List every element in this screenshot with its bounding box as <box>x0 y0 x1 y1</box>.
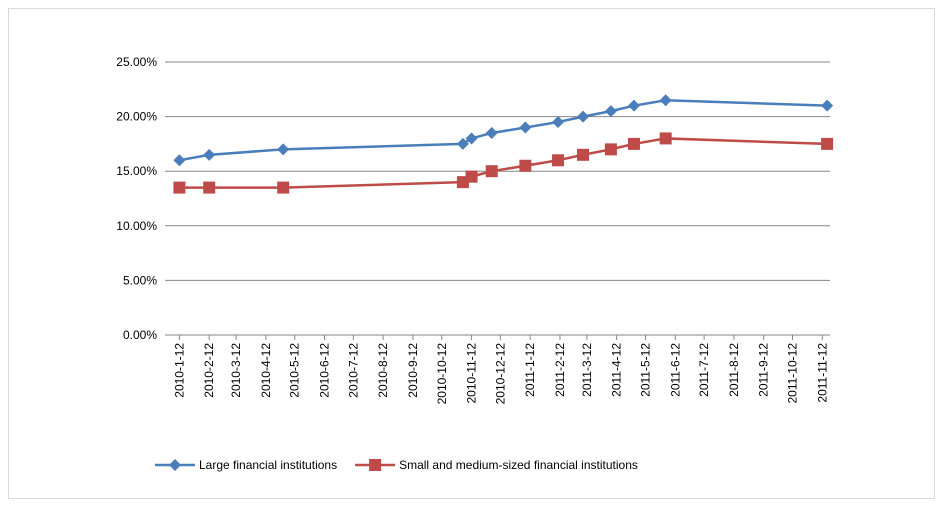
x-tick-label: 2010-10-12 <box>435 343 449 405</box>
point <box>519 121 532 134</box>
point <box>465 132 478 145</box>
point <box>604 143 617 156</box>
point <box>173 181 186 194</box>
x-tick-label: 2010-6-12 <box>318 343 332 398</box>
point <box>577 110 590 123</box>
point <box>485 165 498 178</box>
x-tick-label: 2011-11-12 <box>815 343 829 403</box>
x-tick-label: 2010-4-12 <box>259 343 273 398</box>
x-tick-label: 2011-2-12 <box>553 343 567 397</box>
point <box>821 137 834 150</box>
point <box>277 181 290 194</box>
x-tick-label: 2011-8-12 <box>727 343 741 397</box>
point <box>277 143 290 156</box>
point <box>577 148 590 161</box>
legend-label: Small and medium-sized financial institu… <box>399 458 638 472</box>
point <box>659 94 672 107</box>
point <box>821 99 834 112</box>
point <box>173 154 186 167</box>
x-tick-label: 2011-6-12 <box>668 343 682 397</box>
y-tick-label: 20.00% <box>116 110 157 124</box>
point <box>659 132 672 145</box>
x-tick-label: 2010-11-12 <box>465 343 479 404</box>
legend-marker <box>169 459 181 471</box>
y-tick-label: 10.00% <box>116 219 157 233</box>
point <box>519 159 532 172</box>
legend-label: Large financial institutions <box>199 458 337 472</box>
y-tick-label: 5.00% <box>123 273 157 287</box>
chart-frame <box>8 8 935 499</box>
x-tick-label: 2010-12-12 <box>493 343 507 405</box>
y-tick-label: 25.00% <box>116 55 157 69</box>
point <box>465 170 478 183</box>
x-tick-label: 2010-5-12 <box>288 343 302 398</box>
point <box>203 181 216 194</box>
point <box>627 99 640 112</box>
x-tick-label: 2011-4-12 <box>610 343 624 397</box>
x-tick-label: 2011-10-12 <box>786 343 800 404</box>
legend-marker <box>369 459 382 471</box>
x-tick-label: 2011-1-12 <box>523 343 537 397</box>
point <box>604 105 617 118</box>
point <box>627 137 640 150</box>
x-tick-label: 2010-7-12 <box>346 343 360 398</box>
point <box>456 137 469 150</box>
y-tick-label: 0.00% <box>123 328 157 342</box>
y-tick-label: 15.00% <box>116 164 157 178</box>
point <box>552 116 565 129</box>
x-tick-label: 2011-7-12 <box>697 343 711 397</box>
x-tick-label: 2011-9-12 <box>757 343 771 397</box>
point <box>552 154 565 167</box>
point <box>485 126 498 139</box>
x-tick-label: 2010-8-12 <box>376 343 390 398</box>
x-tick-label: 2010-9-12 <box>406 343 420 398</box>
x-tick-label: 2010-3-12 <box>229 343 243 398</box>
x-tick-label: 2010-1-12 <box>172 343 186 398</box>
x-tick-label: 2011-3-12 <box>580 343 594 397</box>
x-tick-label: 2011-5-12 <box>638 343 652 397</box>
x-tick-label: 2010-2-12 <box>202 343 216 398</box>
point <box>203 148 216 161</box>
